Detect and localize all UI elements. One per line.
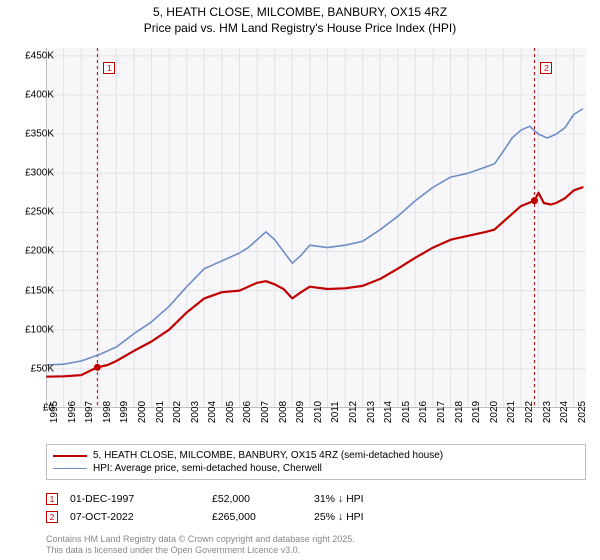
legend-item: HPI: Average price, semi-detached house,… [53, 462, 579, 475]
legend-swatch [53, 468, 87, 469]
x-tick-label: 2021 [506, 401, 517, 423]
sale-date: 01-DEC-1997 [70, 493, 200, 505]
x-tick-label: 2008 [278, 401, 289, 423]
x-tick-label: 2002 [172, 401, 183, 423]
footer-line-1: Contains HM Land Registry data © Crown c… [46, 534, 355, 545]
x-tick-label: 2001 [155, 401, 166, 423]
y-tick-label: £100K [10, 324, 54, 335]
x-tick-label: 1997 [84, 401, 95, 423]
x-tick-label: 2018 [454, 401, 465, 423]
x-tick-label: 2024 [559, 401, 570, 423]
legend-label: 5, HEATH CLOSE, MILCOMBE, BANBURY, OX15 … [93, 450, 443, 461]
sale-row-badge: 2 [46, 511, 58, 523]
x-tick-label: 1998 [102, 401, 113, 423]
x-tick-label: 2007 [260, 401, 271, 423]
y-tick-label: £400K [10, 89, 54, 100]
sale-price: £52,000 [212, 493, 302, 505]
x-tick-label: 2015 [401, 401, 412, 423]
chart-svg [46, 48, 586, 408]
title-block: 5, HEATH CLOSE, MILCOMBE, BANBURY, OX15 … [0, 0, 600, 36]
x-tick-label: 2006 [242, 401, 253, 423]
x-tick-label: 2019 [471, 401, 482, 423]
x-tick-label: 1999 [119, 401, 130, 423]
sale-marker-badge: 2 [540, 62, 552, 74]
chart-container: 5, HEATH CLOSE, MILCOMBE, BANBURY, OX15 … [0, 0, 600, 560]
x-tick-label: 2004 [207, 401, 218, 423]
x-tick-label: 2016 [418, 401, 429, 423]
legend-label: HPI: Average price, semi-detached house,… [93, 463, 322, 474]
y-tick-label: £150K [10, 285, 54, 296]
x-tick-label: 2017 [436, 401, 447, 423]
x-tick-label: 2005 [225, 401, 236, 423]
y-tick-label: £50K [10, 363, 54, 374]
sale-vs-hpi: 31% ↓ HPI [314, 493, 414, 505]
sale-row-badge: 1 [46, 493, 58, 505]
x-tick-label: 2025 [577, 401, 588, 423]
x-tick-label: 2020 [489, 401, 500, 423]
x-tick-label: 2011 [330, 401, 341, 423]
x-tick-label: 2000 [137, 401, 148, 423]
sale-price: £265,000 [212, 511, 302, 523]
sale-vs-hpi: 25% ↓ HPI [314, 511, 414, 523]
y-tick-label: £350K [10, 129, 54, 140]
x-tick-label: 1996 [67, 401, 78, 423]
x-tick-label: 2022 [524, 401, 535, 423]
sale-date: 07-OCT-2022 [70, 511, 200, 523]
y-tick-label: £300K [10, 168, 54, 179]
x-tick-label: 2014 [383, 401, 394, 423]
x-tick-label: 2009 [295, 401, 306, 423]
y-tick-label: £450K [10, 50, 54, 61]
title-line-1: 5, HEATH CLOSE, MILCOMBE, BANBURY, OX15 … [0, 4, 600, 20]
footer-line-2: This data is licensed under the Open Gov… [46, 545, 355, 556]
sale-marker-badge: 1 [103, 62, 115, 74]
legend-swatch [53, 455, 87, 457]
y-tick-label: £200K [10, 246, 54, 257]
x-tick-label: 2003 [190, 401, 201, 423]
sale-row: 2 07-OCT-2022 £265,000 25% ↓ HPI [46, 508, 586, 526]
y-tick-label: £250K [10, 207, 54, 218]
chart-area [46, 48, 586, 408]
title-line-2: Price paid vs. HM Land Registry's House … [0, 20, 600, 36]
sale-row: 1 01-DEC-1997 £52,000 31% ↓ HPI [46, 490, 586, 508]
x-tick-label: 2023 [542, 401, 553, 423]
x-tick-label: 2013 [366, 401, 377, 423]
x-tick-label: 2010 [313, 401, 324, 423]
legend-item: 5, HEATH CLOSE, MILCOMBE, BANBURY, OX15 … [53, 449, 579, 462]
footer-attribution: Contains HM Land Registry data © Crown c… [46, 534, 355, 556]
sales-table: 1 01-DEC-1997 £52,000 31% ↓ HPI 2 07-OCT-2022… [46, 490, 586, 526]
y-tick-label: £0 [10, 403, 54, 414]
x-tick-label: 1995 [49, 401, 60, 423]
legend: 5, HEATH CLOSE, MILCOMBE, BANBURY, OX15 … [46, 444, 586, 480]
x-tick-label: 2012 [348, 401, 359, 423]
